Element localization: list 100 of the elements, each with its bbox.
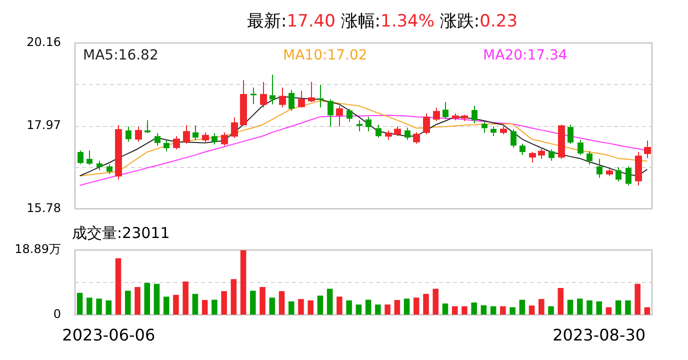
bar [423,294,429,315]
bar [96,298,102,315]
bar [154,284,160,315]
candlestick [356,120,362,132]
bar [480,305,487,315]
y-tick-label: 18.89万 [14,242,61,256]
bar [260,287,266,315]
bar [625,300,631,315]
bar [326,288,333,315]
bar [384,304,390,315]
candlestick [596,158,602,178]
y-tick-label: 15.78 [26,200,61,215]
bar [442,303,448,315]
candlestick [106,164,112,174]
bar [250,290,256,315]
bar [163,296,170,315]
bar [240,250,246,315]
bar [115,258,122,315]
candlestick [376,124,382,138]
bar [471,302,477,315]
bar [519,300,526,315]
bar [538,299,544,315]
candlestick [520,143,526,156]
bar [106,300,112,315]
candlestick [404,127,410,140]
bar [202,300,208,315]
candlestick [212,132,218,145]
bar [462,306,468,315]
bar [173,294,179,315]
y-tick-label: 20.16 [26,35,61,50]
y-tick-label: 0 [53,306,61,321]
candlestick [442,102,448,120]
bar [269,298,276,315]
candlestick [192,125,198,140]
candlestick [366,116,372,132]
chart-title: 最新:17.40 涨幅:1.34% 涨跌:0.23 [247,11,518,32]
candlestick [490,126,496,137]
bar [86,298,92,315]
bar [365,300,372,315]
bar [586,300,592,315]
candlestick [586,150,592,166]
candlestick [154,132,160,146]
candlestick [616,166,622,182]
bar [490,306,496,315]
bar [278,291,285,315]
bar [615,300,622,315]
candlestick [482,121,488,134]
text: MA10:17.02 [283,48,368,64]
bar [230,279,237,315]
bar [356,304,362,315]
text: MA5:16.82 [83,48,158,64]
candlestick [126,126,132,142]
bar [500,306,506,315]
candlestick [578,139,584,156]
bar [317,296,324,315]
x-tick-label: 2023-08-30 [552,326,646,345]
bar [134,287,140,315]
candlestick [510,128,516,148]
candlestick [144,120,150,134]
bar [336,296,342,315]
bar [221,291,227,315]
bar [394,300,400,315]
y-tick-label: 17.97 [26,118,61,132]
bar [144,282,150,315]
candlestick [626,166,632,186]
bar [452,306,458,315]
candlestick [86,150,92,166]
bar [298,299,304,315]
bar [528,306,535,315]
bar [558,288,564,315]
candlestick [472,105,478,124]
bar [548,306,554,315]
bar [432,288,439,315]
bar [414,298,420,315]
candlestick [250,87,256,104]
bar [212,300,218,315]
bar [182,282,188,315]
bar [567,300,574,315]
candlestick [548,148,554,162]
bar [596,301,602,315]
candlestick [96,160,102,171]
bar [510,307,516,315]
candlestick [318,84,324,108]
x-tick-label: 2023-06-06 [62,326,156,345]
candlestick [346,108,352,122]
bar [404,298,410,315]
text: MA20:17.34 [483,48,568,64]
candlestick [164,139,170,152]
bar [375,304,381,315]
bar [634,284,640,315]
bar [76,292,83,315]
bar [192,294,198,315]
bar [576,298,583,315]
bar [125,290,131,315]
candlestick [288,89,294,112]
bar [308,300,314,315]
bar [346,300,352,315]
chart-title: 成交量:23011 [72,224,170,242]
candlestick [78,150,84,165]
bar [288,301,294,315]
